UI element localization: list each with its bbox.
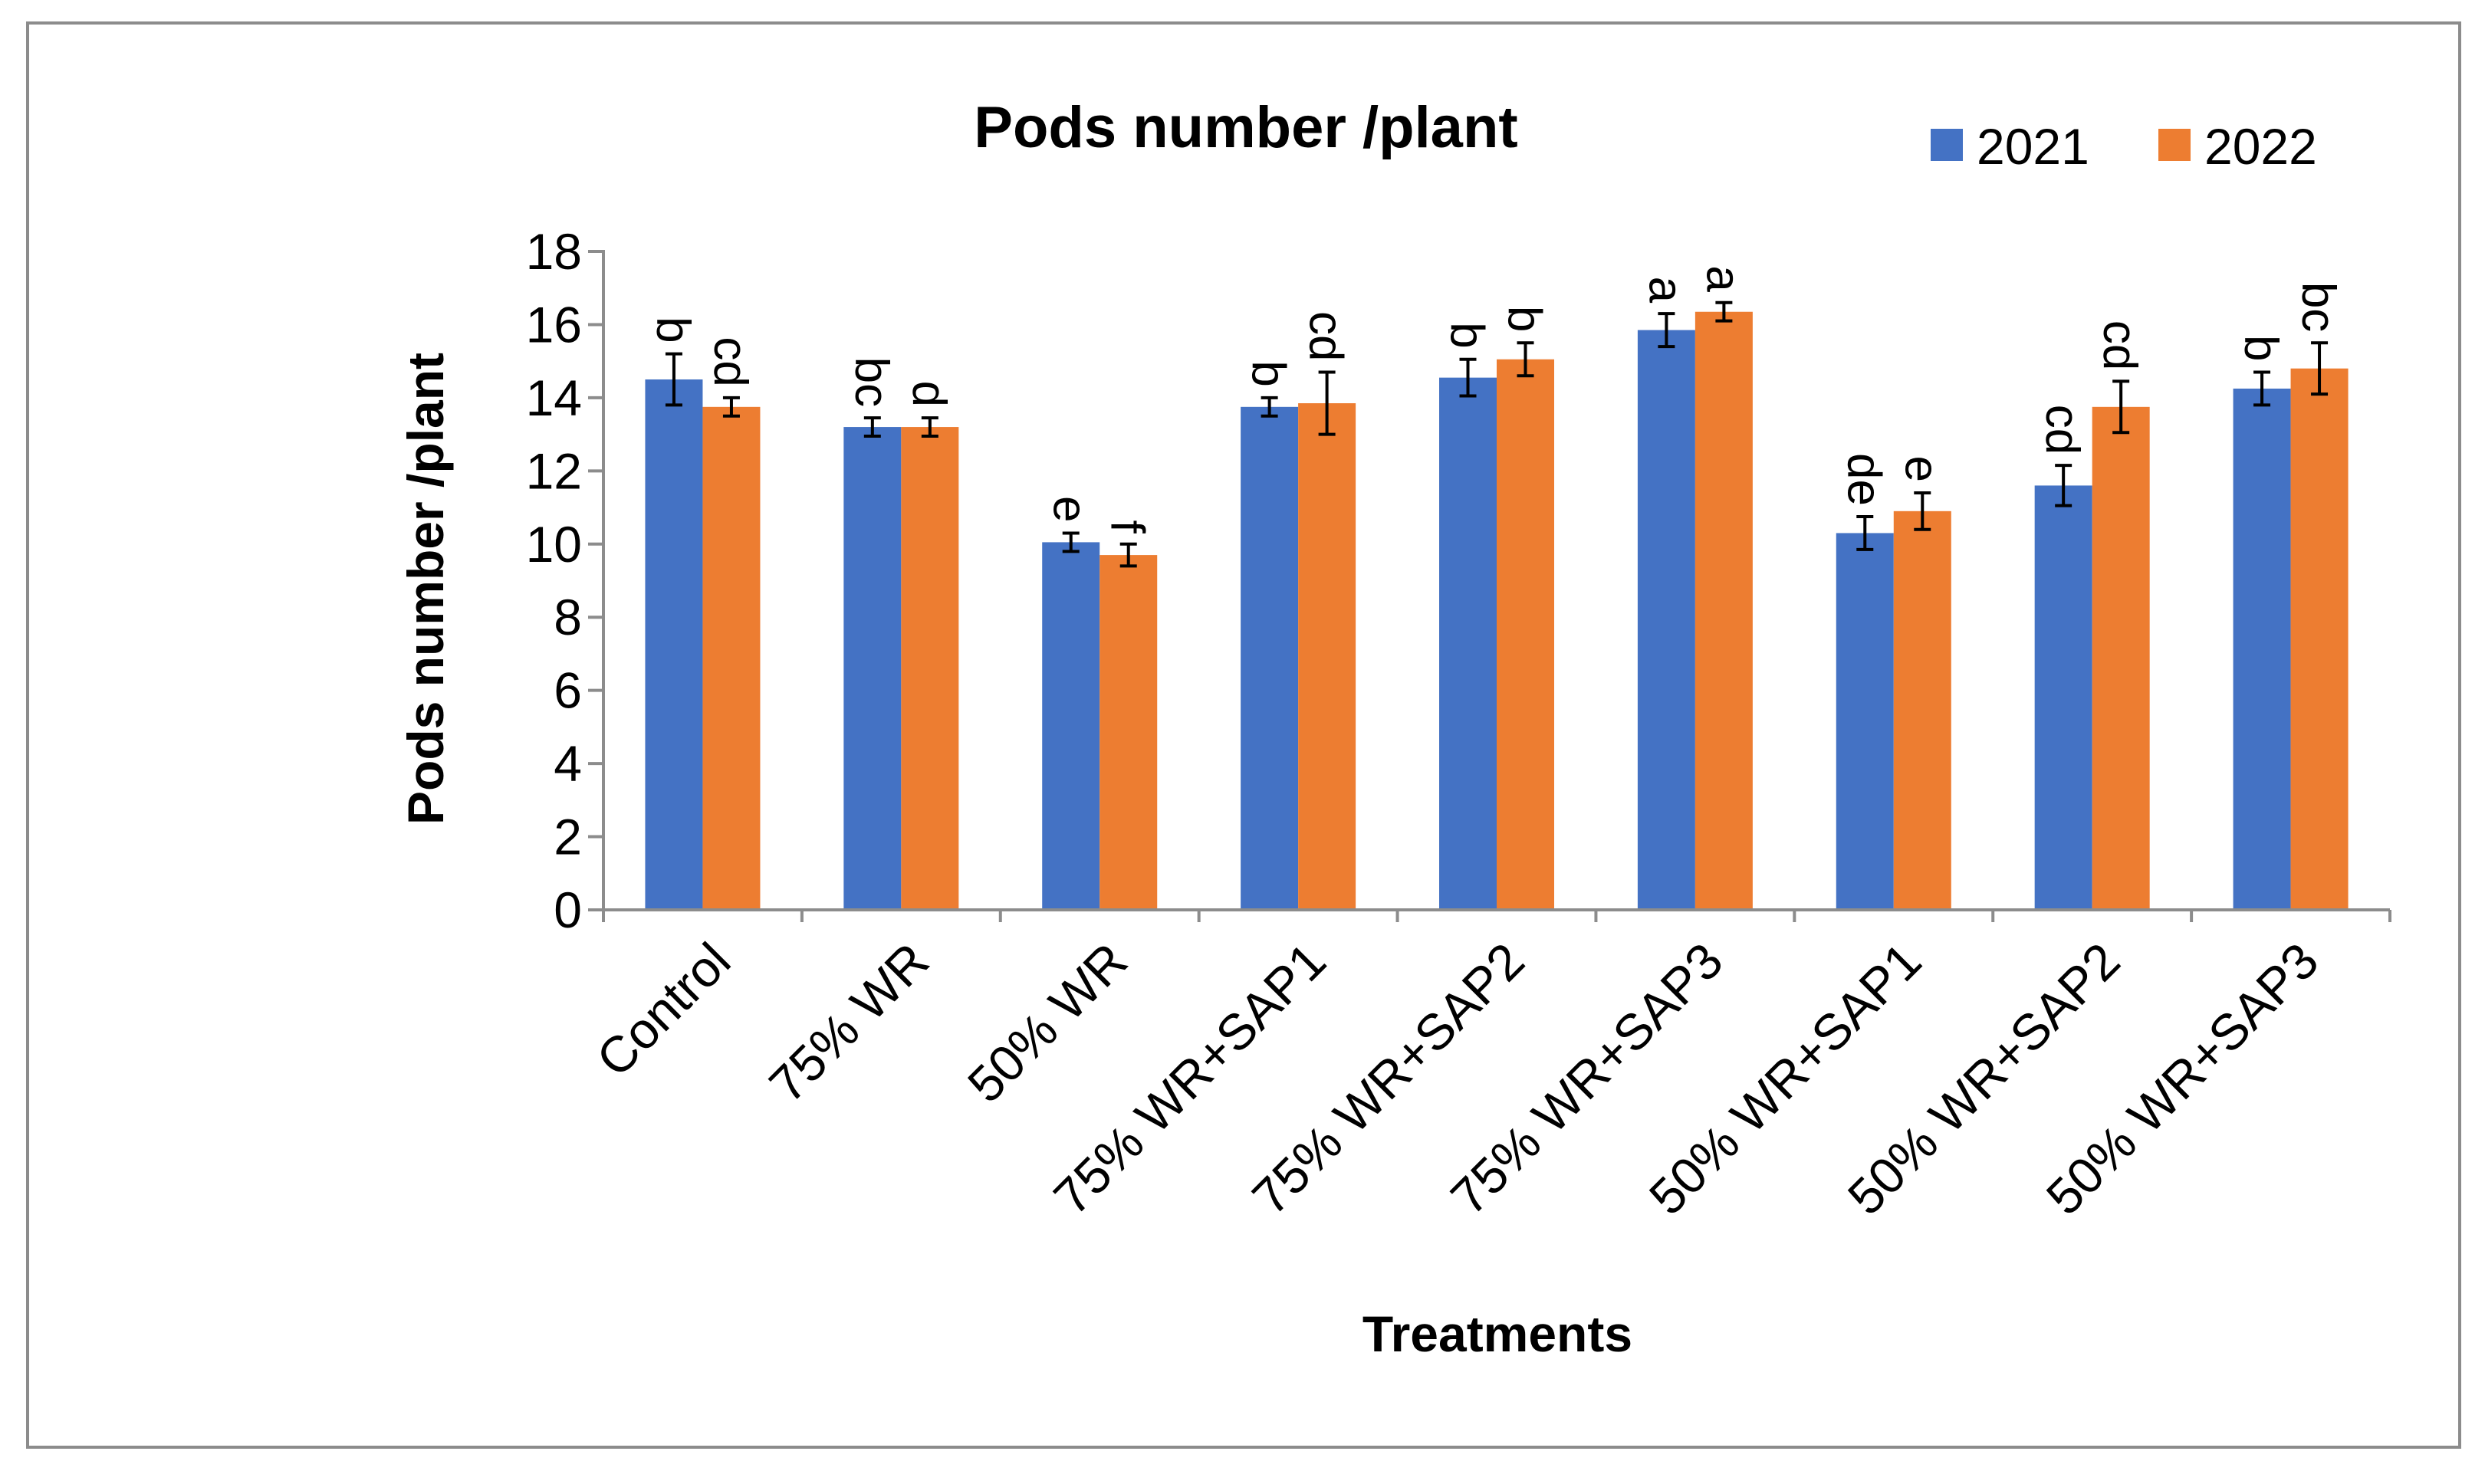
y-axis-ticks: 0 2 4 6 8 10 12 14 16 18 xyxy=(526,223,603,938)
y-tick-label: 10 xyxy=(526,516,582,573)
sig-letter-50-wr-2022: f xyxy=(1101,520,1154,534)
error-bar-50-wr-sap1-2021 xyxy=(1856,514,1874,551)
y-axis-title: Pods number /plant xyxy=(397,353,454,825)
bar-50-wr-2021 xyxy=(1042,542,1100,910)
chart-title: Pods number /plant xyxy=(974,95,1517,160)
bar-50-wr-sap3-2022 xyxy=(2290,368,2349,910)
error-bar-75-wr-sap2-2022 xyxy=(1517,341,1534,378)
bar-50-wr-sap2-2021 xyxy=(2034,485,2092,910)
legend-label-2022: 2022 xyxy=(2204,118,2317,175)
error-bar-50-wr-sap3-2022 xyxy=(2311,341,2329,396)
error-bar-50-wr-sap2-2022 xyxy=(2112,379,2130,435)
sig-letter-50-wr-sap3-2022: bc xyxy=(2292,282,2345,332)
error-bar-control-2022 xyxy=(722,396,740,418)
error-bar-50-wr-2021 xyxy=(1062,531,1080,553)
error-bars xyxy=(665,300,2329,568)
axes xyxy=(602,250,2391,922)
y-tick-label: 0 xyxy=(554,882,582,938)
bar-75-wr-2021 xyxy=(843,427,902,910)
bar-75-wr-sap1-2022 xyxy=(1298,403,1356,910)
bar-75-wr-sap2-2022 xyxy=(1497,359,1554,911)
y-tick-label: 4 xyxy=(554,735,582,792)
legend-swatch-2021 xyxy=(1931,129,1963,161)
bar-75-wr-sap3-2021 xyxy=(1637,330,1695,910)
error-bar-75-wr-2021 xyxy=(863,416,881,438)
error-bar-50-wr-2022 xyxy=(1119,542,1137,568)
x-axis-title: Treatments xyxy=(1362,1305,1632,1362)
sig-letter-50-wr-sap1-2022: e xyxy=(1895,455,1948,481)
error-bar-75-wr-sap1-2022 xyxy=(1318,370,1336,436)
sig-letter-50-wr-sap2-2021: cd xyxy=(2036,405,2089,455)
bar-50-wr-sap1-2021 xyxy=(1836,533,1894,910)
sig-letter-50-wr-sap2-2022: cd xyxy=(2093,320,2146,370)
sig-letter-75-wr-2022: d xyxy=(902,381,955,407)
y-tick-label: 16 xyxy=(526,296,582,353)
bar-control-2021 xyxy=(645,379,703,910)
y-tick-label: 18 xyxy=(526,223,582,280)
bar-50-wr-sap2-2022 xyxy=(2092,406,2150,910)
sig-letter-75-wr-sap1-2021: b xyxy=(1242,360,1295,386)
bars xyxy=(645,311,2349,911)
sig-letter-75-wr-sap3-2021: a xyxy=(1639,277,1691,304)
bar-50-wr-sap3-2021 xyxy=(2233,388,2291,910)
sig-letter-75-wr-sap3-2022: a xyxy=(1696,265,1749,292)
bar-75-wr-sap1-2021 xyxy=(1241,406,1299,910)
legend-label-2021: 2021 xyxy=(1977,118,2089,175)
y-tick-label: 6 xyxy=(554,662,582,719)
y-tick-label: 8 xyxy=(554,589,582,645)
sig-letter-75-wr-sap1-2022: cd xyxy=(1300,311,1353,361)
sig-letter-50-wr-sap1-2021: de xyxy=(1837,453,1890,506)
sig-letter-50-wr-sap3-2021: b xyxy=(2234,335,2287,361)
bar-75-wr-sap2-2021 xyxy=(1439,377,1497,910)
y-tick-label: 2 xyxy=(554,809,582,865)
legend: 2021 2022 xyxy=(1931,118,2317,175)
error-bar-75-wr-sap2-2021 xyxy=(1459,357,1477,398)
legend-swatch-2022 xyxy=(2158,129,2191,161)
bar-50-wr-2022 xyxy=(1100,555,1158,910)
y-tick-label: 14 xyxy=(526,369,582,426)
bar-control-2022 xyxy=(702,406,761,910)
error-bar-50-wr-sap1-2022 xyxy=(1914,491,1931,531)
error-bar-75-wr-sap3-2021 xyxy=(1658,312,1675,349)
error-bar-75-wr-sap1-2021 xyxy=(1261,396,1278,418)
error-bar-50-wr-sap3-2021 xyxy=(2253,370,2271,407)
bar-75-wr-sap3-2022 xyxy=(1694,311,1753,910)
error-bar-75-wr-sap3-2022 xyxy=(1715,300,1733,323)
error-bar-50-wr-sap2-2021 xyxy=(2055,464,2072,507)
sig-letter-75-wr-sap2-2022: b xyxy=(1498,306,1551,332)
sig-letter-control-2022: cd xyxy=(704,337,757,386)
error-bar-75-wr-2022 xyxy=(921,416,938,438)
bar-75-wr-2022 xyxy=(901,427,959,910)
sig-letter-75-wr-sap2-2021: b xyxy=(1441,322,1494,348)
sig-letter-control-2021: b xyxy=(646,317,699,343)
bar-50-wr-sap1-2022 xyxy=(1893,511,1951,910)
sig-letter-50-wr-2021: e xyxy=(1044,496,1096,522)
sig-letter-75-wr-2021: bc xyxy=(845,357,898,407)
y-tick-label: 12 xyxy=(526,442,582,499)
error-bar-control-2021 xyxy=(665,352,682,407)
